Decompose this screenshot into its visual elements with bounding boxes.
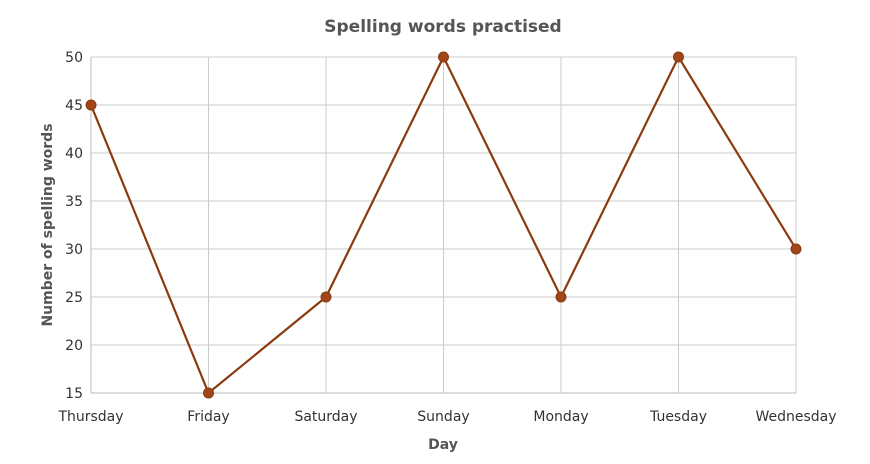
- y-tick-label: 35: [65, 194, 83, 210]
- x-axis-title: Day: [428, 437, 458, 453]
- y-tick-label: 50: [65, 50, 83, 66]
- x-tick-label: Tuesday: [649, 409, 707, 425]
- x-tick-label: Monday: [533, 409, 588, 425]
- x-tick-label: Wednesday: [755, 409, 836, 425]
- y-tick-label: 30: [65, 242, 83, 258]
- chart-title: Spelling words practised: [324, 17, 561, 37]
- y-tick-label: 40: [65, 146, 83, 162]
- y-tick-label: 25: [65, 290, 83, 306]
- data-point[interactable]: [790, 243, 802, 255]
- data-point[interactable]: [85, 99, 97, 111]
- y-tick-label: 15: [65, 386, 83, 402]
- data-point[interactable]: [555, 291, 567, 303]
- grid-layer: [90, 56, 797, 394]
- data-point[interactable]: [320, 291, 332, 303]
- x-tick-label: Saturday: [294, 409, 357, 425]
- x-tick-label: Thursday: [57, 409, 123, 425]
- tick-layer: 15 20 25 30 35 40 45 50 Thursday Friday Saturday Su…: [57, 50, 836, 425]
- data-point[interactable]: [673, 51, 684, 63]
- x-tick-label: Friday: [187, 409, 229, 425]
- x-tick-label: Sunday: [417, 409, 469, 425]
- y-tick-label: 20: [65, 338, 83, 354]
- data-point[interactable]: [203, 387, 214, 399]
- series-layer: [85, 51, 802, 399]
- y-tick-label: 45: [65, 98, 83, 114]
- y-axis-title: Number of spelling words: [40, 123, 56, 326]
- data-point[interactable]: [438, 51, 449, 63]
